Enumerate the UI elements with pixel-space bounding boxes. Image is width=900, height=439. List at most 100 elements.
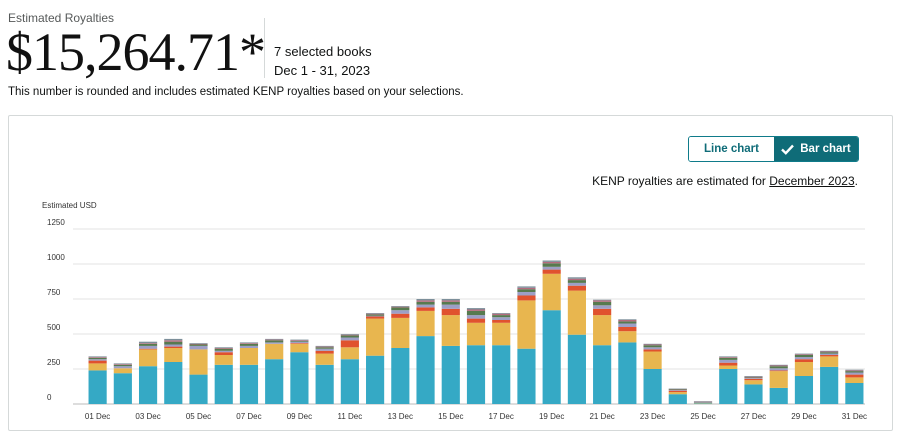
bar-segment [315,345,334,347]
bar-segment [138,341,158,344]
bar-segment [618,342,637,404]
bar-segment [290,343,309,344]
bar-stack[interactable] [391,306,410,404]
bar-segment [239,343,259,344]
bar-segment [643,369,662,404]
chart-type-toggle: Line chart Bar chart [688,136,859,162]
bar-segment [542,260,561,262]
bar-stack[interactable] [164,338,183,404]
bar-stack[interactable] [693,401,713,404]
bar-stack[interactable] [416,299,435,404]
bar-stack[interactable] [542,260,561,405]
bar-segment [138,343,158,344]
bar-stack[interactable] [820,350,839,404]
bar-segment [618,320,637,322]
bar-stack[interactable] [567,277,586,404]
bar-segment [265,338,284,340]
bar-segment [340,359,359,404]
rounding-note: This number is rounded and includes esti… [8,86,464,98]
bar-stack[interactable] [719,356,738,404]
bar-segment [214,348,233,349]
bar-segment [567,334,586,404]
bar-segment [744,380,763,385]
bar-stack[interactable] [492,313,511,404]
bar-stack[interactable] [138,341,158,404]
bar-segment [542,310,561,404]
bar-chart-button[interactable]: Bar chart [774,137,858,161]
bar-stack[interactable] [643,343,662,404]
bar-segment [643,343,662,345]
bar-segment [290,341,309,344]
bar-stack[interactable] [88,356,107,404]
bar-segment [593,345,612,404]
bar-segment [391,348,410,404]
bar-segment [643,347,662,350]
bar-stack[interactable] [593,299,612,404]
bar-segment [265,359,284,404]
bar-segment [340,335,359,338]
bar-segment [820,356,839,367]
bar-segment [88,357,107,360]
y-axis-label: Estimated USD [42,201,97,210]
bar-segment [794,376,814,404]
bar-segment [593,301,612,306]
bar-stack[interactable] [845,369,864,404]
bar-segment [113,368,132,374]
bar-stack[interactable] [744,376,763,404]
bar-segment [441,315,460,346]
bar-stack[interactable] [366,313,385,404]
bar-segment [668,394,687,404]
bar-segment [693,401,713,403]
bar-segment [668,390,687,391]
bar-stack[interactable] [315,345,334,404]
line-chart-button[interactable]: Line chart [689,137,774,161]
bar-segment [88,360,107,364]
bar-stack[interactable] [668,388,687,404]
bar-segment [214,364,233,404]
bar-segment [265,340,284,343]
bar-segment [668,392,687,395]
kenp-month-link[interactable]: December 2023 [769,174,855,188]
bar-segment [239,343,259,346]
x-tick-label: 31 Dec [842,412,867,421]
bar-stack[interactable] [265,338,284,404]
bar-stack[interactable] [441,299,460,404]
y-tick-label: 0 [47,393,52,402]
bar-segment [113,364,132,365]
bar-stack[interactable] [340,334,359,404]
bar-segment [744,376,763,378]
chart-panel: Line chart Bar chart KENP royalties are … [8,115,893,431]
bar-stack[interactable] [189,343,208,404]
bar-stack[interactable] [517,286,536,404]
bar-segment [391,313,410,318]
bar-segment [719,357,738,360]
bar-segment [391,310,410,314]
bar-segment [138,348,158,350]
bar-segment [820,366,839,404]
bar-stack[interactable] [113,363,132,404]
bar-segment [618,321,637,324]
bar-stack[interactable] [214,347,233,404]
bar-segment [492,317,511,320]
x-tick-label: 11 Dec [337,412,362,421]
bar-stack[interactable] [618,319,637,404]
bar-segment [542,261,561,264]
bar-stack[interactable] [466,308,486,404]
bar-segment [466,345,486,404]
x-tick-label: 05 Dec [186,412,211,421]
bar-segment [315,353,334,365]
bar-stack[interactable] [794,353,814,404]
bar-segment [214,347,233,348]
bar-segment [845,383,864,404]
bar-stack[interactable] [769,364,788,404]
bar-segment [517,292,536,296]
bar-stack[interactable] [290,339,309,404]
bar-stack[interactable] [239,342,259,404]
bar-segment [315,364,334,404]
bar-segment [466,309,486,311]
bar-segment [567,280,586,283]
bar-segment [441,301,460,305]
bar-segment [794,362,814,376]
x-tick-label: 09 Dec [287,412,312,421]
kenp-note-suffix: . [854,174,858,188]
